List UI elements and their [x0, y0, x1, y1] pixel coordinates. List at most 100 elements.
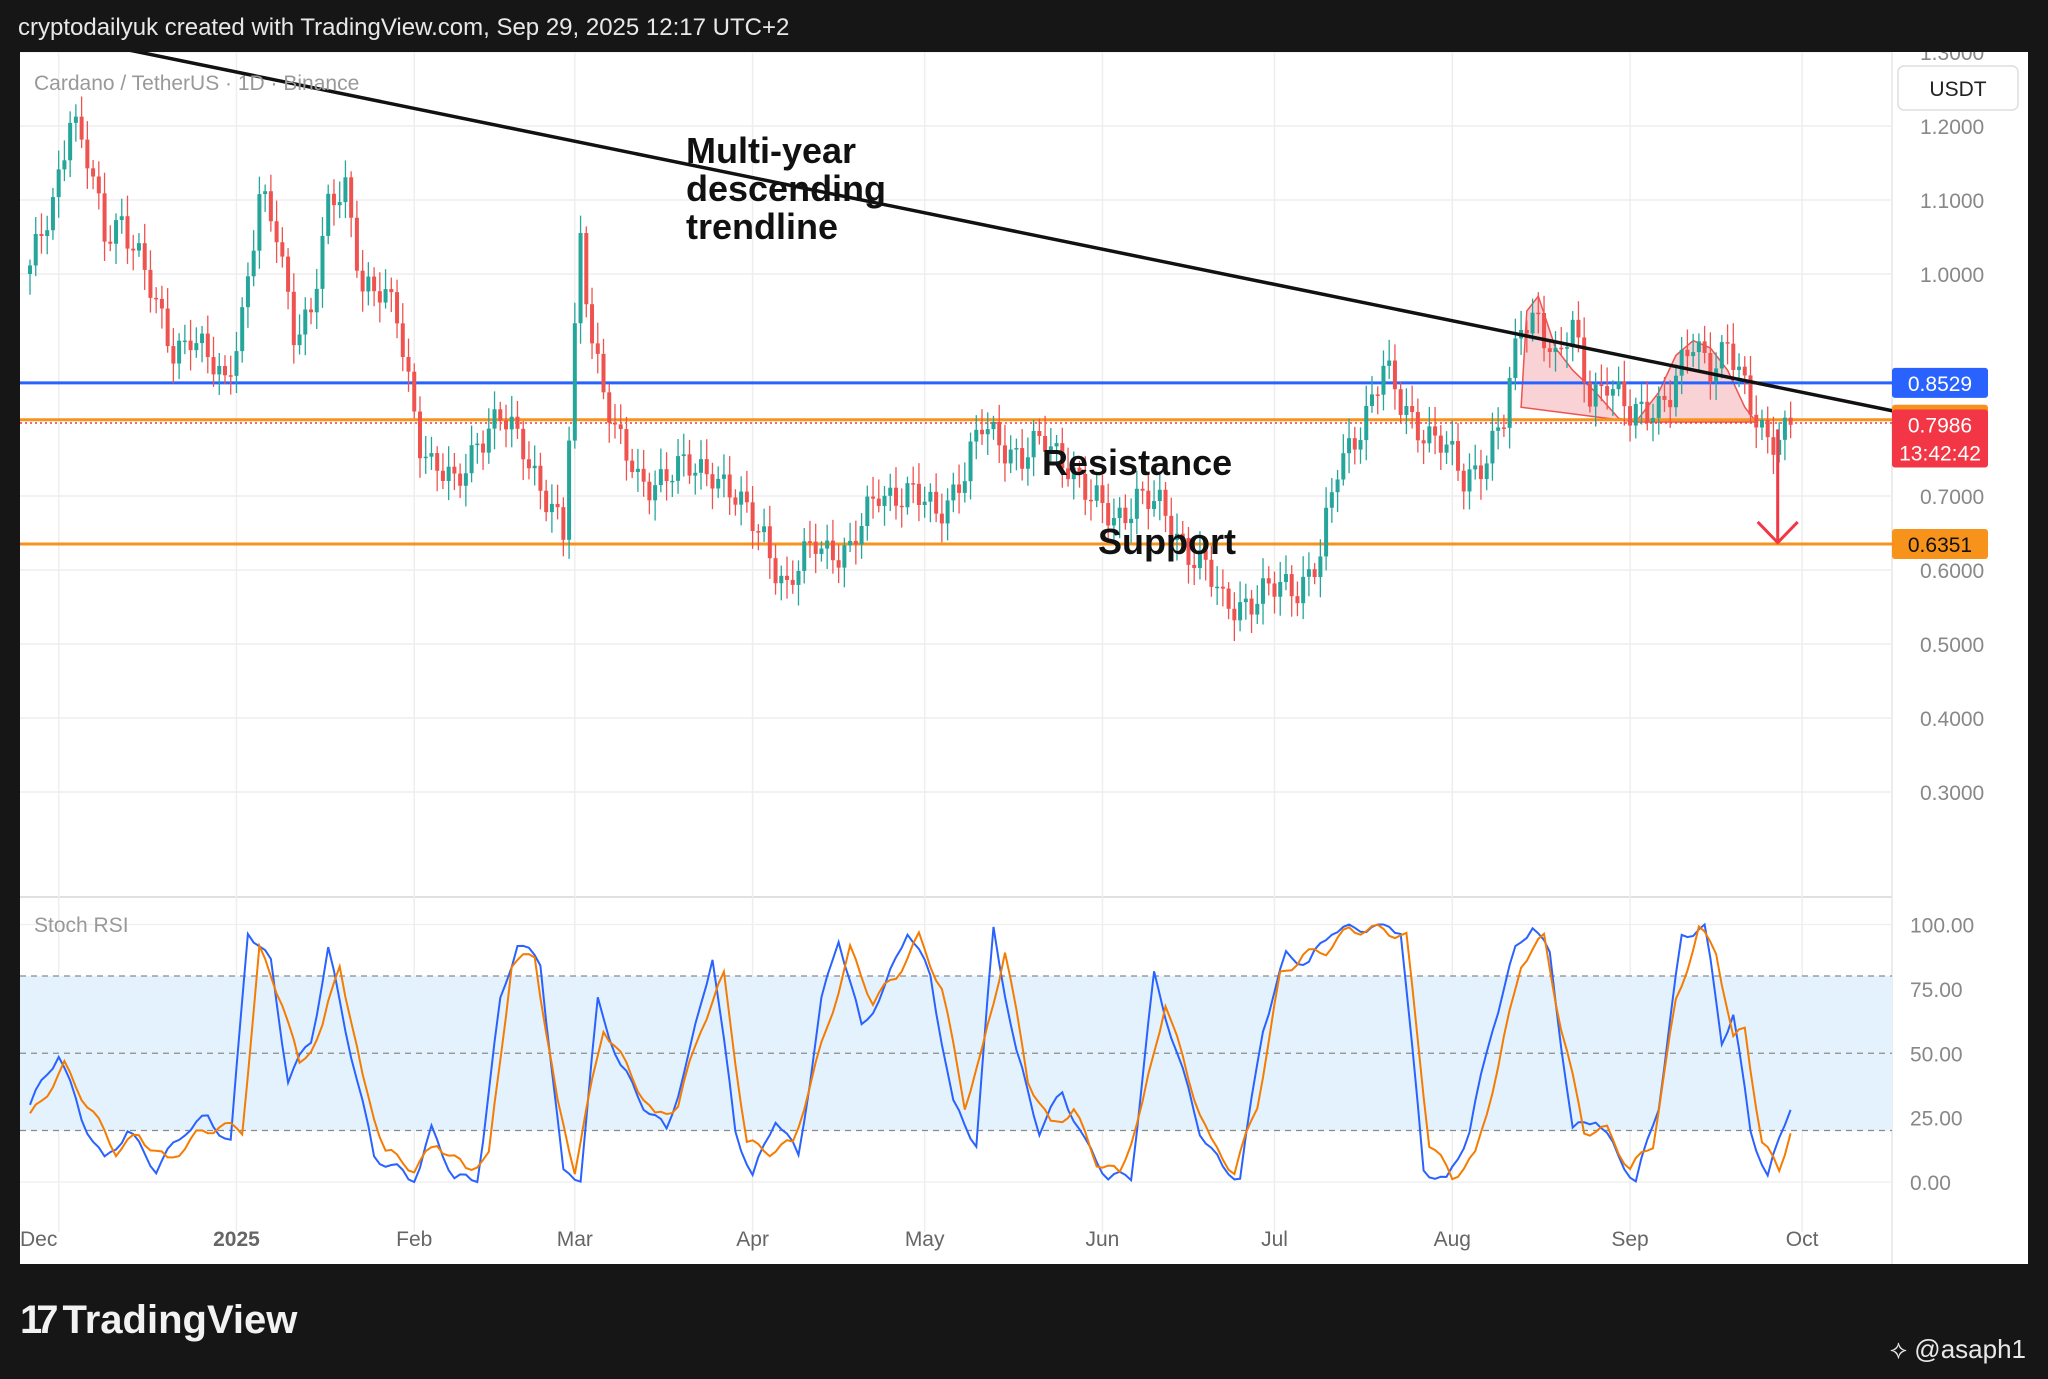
candle [1628, 389, 1633, 442]
candle [521, 421, 526, 480]
author-handle: ⟡ @asaph1 [1890, 1334, 2026, 1366]
candle [1152, 480, 1157, 517]
candle-body [836, 560, 841, 568]
candle-body [498, 409, 503, 421]
candle [997, 404, 1002, 463]
candle-body [1587, 382, 1592, 407]
candle [1599, 364, 1604, 402]
candle-body [1169, 515, 1174, 540]
candle [526, 441, 531, 480]
candle [1450, 420, 1455, 466]
candle-body [785, 575, 790, 580]
candle-body [1782, 417, 1787, 440]
candle-body [1696, 341, 1701, 353]
candle-body [1507, 377, 1512, 428]
candle [1002, 424, 1007, 482]
candle-body [1765, 419, 1770, 438]
candle [767, 505, 772, 579]
candle-body [1014, 448, 1019, 450]
candle [154, 287, 159, 314]
candle [303, 297, 308, 356]
candle [343, 160, 348, 219]
candle-body [871, 496, 876, 499]
candle [297, 314, 302, 355]
stoch-tick-label: 50.00 [1910, 1043, 1963, 1066]
candle [1771, 416, 1776, 475]
candle-body [102, 193, 107, 242]
candle-body [251, 250, 256, 277]
candle [1490, 412, 1495, 481]
candle-body [469, 445, 474, 474]
candle [96, 161, 101, 210]
candle [1203, 540, 1208, 581]
candle-body [779, 575, 784, 584]
candle-body [578, 233, 583, 324]
candle [1111, 498, 1116, 540]
candle-body [1421, 440, 1426, 444]
candle [1656, 386, 1661, 435]
candle [1651, 403, 1656, 442]
candle-body [521, 428, 526, 460]
candle [595, 322, 600, 374]
candle-body [859, 526, 864, 545]
candle [1484, 455, 1489, 491]
y-tick-label: 1.0000 [1920, 264, 1984, 287]
tradingview-logo[interactable]: 17 TradingView [20, 1298, 297, 1343]
candle-body [1037, 431, 1042, 437]
candle [1668, 380, 1673, 428]
candle [1358, 427, 1363, 464]
candle [1352, 426, 1357, 465]
candle [251, 230, 256, 287]
candle [549, 484, 554, 533]
candle-body [1530, 312, 1535, 334]
candle-body [395, 292, 400, 324]
x-tick-label: Apr [736, 1228, 769, 1251]
candle [1456, 423, 1461, 481]
candle [1295, 581, 1300, 617]
candle-body [33, 233, 38, 266]
candle [1312, 562, 1317, 585]
candle-body [1633, 403, 1638, 426]
x-tick-label: Aug [1434, 1228, 1471, 1251]
candle [785, 556, 790, 599]
candle [326, 184, 331, 245]
candle-body [1433, 426, 1438, 436]
chart-frame[interactable]: Multi-year descending trendline Resistance S… [20, 52, 2028, 1264]
candle-body [1369, 394, 1374, 406]
candle-body [1771, 437, 1776, 455]
candle [830, 519, 835, 574]
candle [1306, 552, 1311, 597]
candle-body [1232, 608, 1237, 621]
candle [286, 248, 291, 310]
candle-body [1312, 569, 1317, 578]
candle [498, 401, 503, 431]
candle-body [85, 139, 90, 169]
candle-body [1140, 488, 1145, 491]
candle [194, 327, 199, 358]
trendline-annotation-line: trendline [686, 206, 838, 247]
candle [314, 268, 319, 330]
candle [481, 430, 486, 470]
candle-body [1249, 598, 1254, 615]
candle [1679, 337, 1684, 395]
candle-body [1501, 427, 1506, 429]
candle [125, 195, 130, 264]
candle [796, 560, 801, 606]
resistance-price-label-bg [1892, 367, 1988, 398]
candle [658, 448, 663, 493]
candle [131, 234, 136, 271]
candle-body [1364, 405, 1369, 441]
candle-body [389, 289, 394, 293]
candle-body [486, 428, 491, 453]
candle-body [1117, 507, 1122, 519]
candle [136, 233, 141, 257]
candle [911, 466, 916, 504]
candle [423, 435, 428, 474]
candle [744, 470, 749, 513]
candle [102, 172, 107, 262]
candle [435, 446, 440, 492]
candle-body [893, 487, 898, 506]
candle-body [412, 371, 417, 412]
candle-body [188, 340, 193, 351]
